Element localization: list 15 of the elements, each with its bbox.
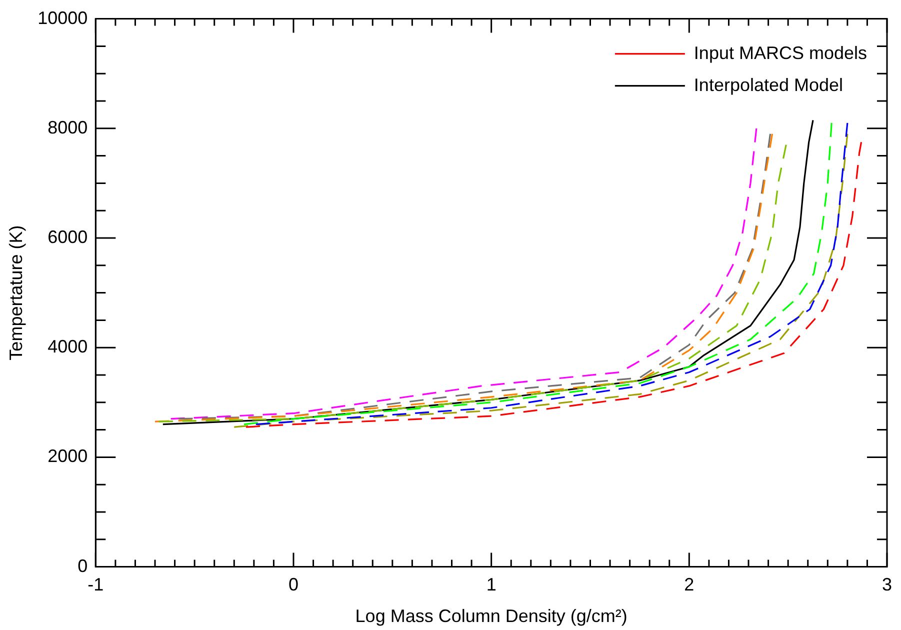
y-tick-label: 0 [78, 556, 88, 576]
x-tick-label: 3 [882, 574, 892, 595]
x-axis-title: Log Mass Column Density (g/cm²) [355, 606, 628, 626]
x-tick-label: 1 [486, 574, 496, 595]
y-tick-label: 6000 [48, 226, 88, 247]
y-tick-label: 10000 [38, 8, 88, 28]
x-tick-label: -1 [88, 574, 104, 595]
x-tick-label: 2 [684, 574, 694, 595]
y-tick-label: 2000 [48, 446, 88, 466]
legend-label: Interpolated Model [694, 74, 844, 95]
y-axis-title: Tempertature (K) [6, 225, 26, 360]
legend-label: Input MARCS models [694, 42, 868, 63]
x-tick-label: 0 [288, 574, 298, 595]
y-tick-label: 8000 [48, 117, 88, 138]
y-tick-label: 4000 [48, 336, 88, 357]
